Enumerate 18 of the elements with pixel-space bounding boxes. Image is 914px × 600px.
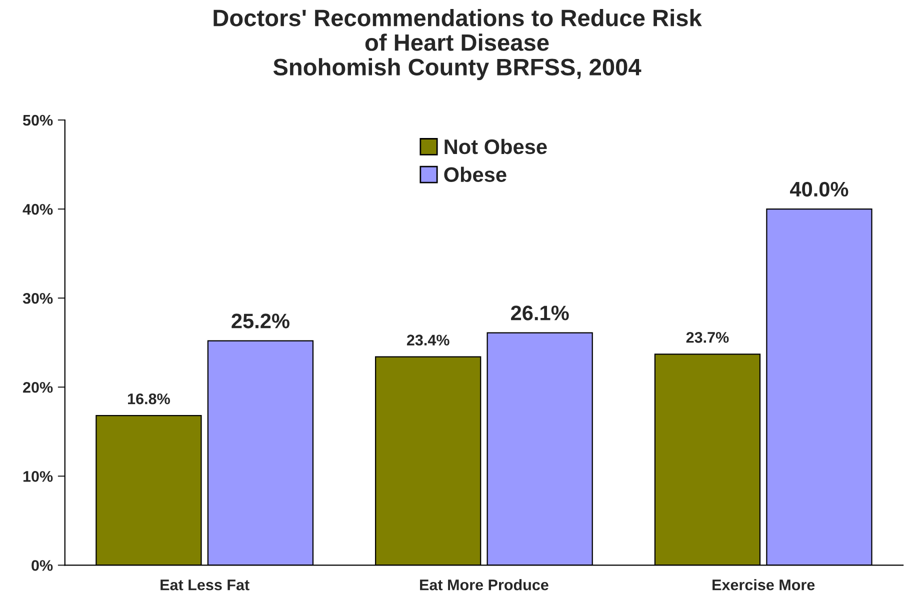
data-label: 25.2%: [232, 314, 290, 328]
y-tick-label: 50%: [22, 114, 53, 126]
data-label: 16.8%: [128, 393, 170, 404]
data-label: 26.1%: [511, 306, 569, 320]
y-tick-label: 20%: [23, 382, 53, 393]
x-tick-label: Exercise More: [712, 579, 815, 590]
legend-label: Not Obese: [444, 138, 547, 154]
y-tick-label: 40%: [22, 204, 53, 215]
x-tick-label: Eat More Produce: [420, 579, 548, 590]
data-label: 23.4%: [406, 334, 450, 346]
y-tick-label: 10%: [23, 471, 53, 482]
chart-title: Doctors' Recommendations to Reduce Risk of Heart Disease Snohomish County BRFSS, 2004: [214, 9, 702, 80]
y-tick-label: 0%: [32, 560, 53, 571]
data-label: 40.0%: [790, 182, 848, 197]
x-tick-label: Eat Less Fat: [160, 580, 250, 590]
data-label: 23.7%: [686, 332, 729, 343]
y-tick-label: 30%: [22, 292, 53, 304]
legend-label: Obese: [444, 166, 506, 182]
